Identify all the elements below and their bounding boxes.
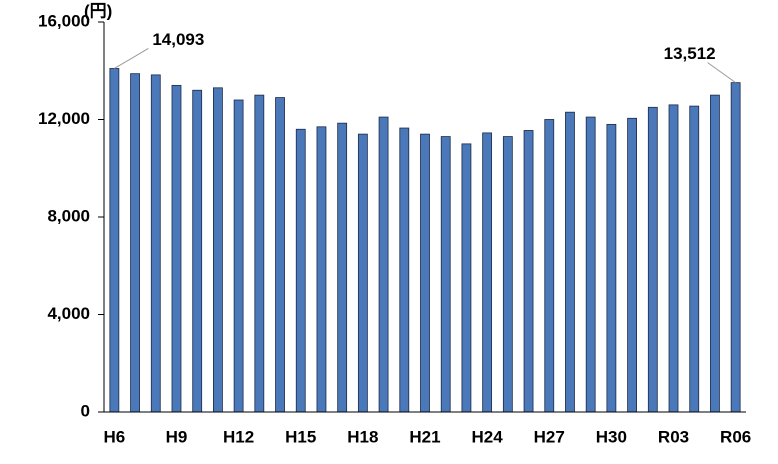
bar	[109, 68, 120, 413]
x-tick-label: R03	[658, 427, 689, 446]
bar	[254, 94, 265, 413]
y-tick-label: 16,000	[38, 11, 90, 30]
x-tick-label: H12	[223, 427, 254, 446]
bar	[461, 143, 472, 413]
bar	[378, 116, 389, 413]
x-tick-label: H18	[347, 427, 378, 446]
bar	[730, 82, 741, 413]
value-label: 13,512	[664, 44, 716, 63]
bar	[523, 130, 534, 413]
x-tick-label: H9	[166, 427, 188, 446]
y-tick-label: 8,000	[47, 206, 90, 225]
bar	[130, 73, 140, 413]
bar	[689, 105, 700, 413]
bar	[316, 126, 327, 413]
bar	[440, 136, 451, 413]
bar	[192, 89, 203, 413]
y-tick-label: 4,000	[47, 304, 90, 323]
bar	[544, 119, 555, 413]
bar	[357, 133, 368, 413]
x-tick-label: H21	[409, 427, 440, 446]
bar	[502, 136, 513, 413]
x-tick-label: R06	[720, 427, 751, 446]
bar	[420, 133, 430, 413]
y-tick-label: 12,000	[38, 109, 90, 128]
bar	[337, 122, 348, 413]
bar	[213, 87, 223, 413]
bar	[482, 132, 493, 413]
bar	[275, 97, 285, 413]
bar	[171, 84, 182, 413]
y-unit: (円)	[84, 1, 112, 20]
x-tick-label: H27	[534, 427, 565, 446]
bar	[399, 127, 410, 413]
bar	[150, 74, 161, 413]
x-tick-label: H30	[596, 427, 627, 446]
x-tick-label: H6	[103, 427, 125, 446]
bar	[668, 104, 679, 413]
y-tick-label: 0	[81, 401, 90, 420]
bar	[585, 116, 596, 413]
x-tick-label: H24	[472, 427, 504, 446]
value-label: 14,093	[152, 30, 204, 49]
x-tick-label: H15	[285, 427, 316, 446]
leader-line	[707, 62, 736, 84]
bar	[565, 111, 575, 413]
bar	[647, 106, 658, 413]
bar	[295, 128, 306, 413]
leader-line	[114, 48, 149, 69]
bar	[233, 99, 244, 413]
bar	[710, 94, 720, 413]
bar	[627, 117, 637, 413]
bar	[606, 123, 617, 413]
